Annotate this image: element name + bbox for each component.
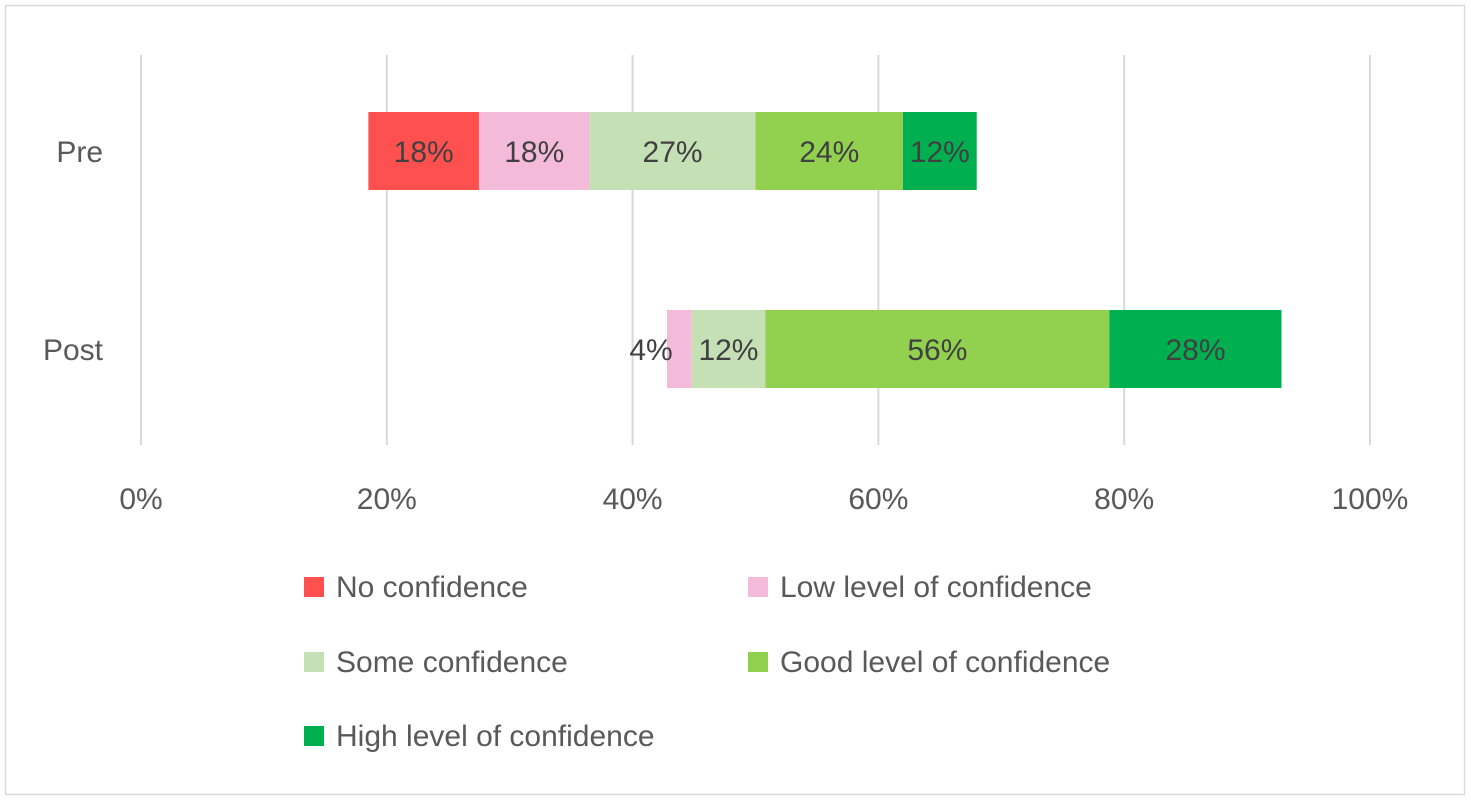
bar-segment — [368, 112, 479, 190]
x-tick-label: 20% — [357, 483, 417, 516]
legend-label: Good level of confidence — [780, 646, 1110, 679]
legend-label: No confidence — [336, 571, 528, 604]
bar-segment — [755, 112, 903, 190]
legend-swatch — [304, 652, 324, 672]
bar-segment — [478, 112, 590, 190]
legend-swatch — [748, 652, 768, 672]
category-label: Pre — [56, 136, 103, 169]
legend-label: Low level of confidence — [780, 571, 1092, 604]
category-label: Post — [43, 334, 104, 367]
data-label: 12% — [698, 334, 758, 367]
x-tick-label: 0% — [119, 483, 162, 516]
bar-segment — [765, 310, 1110, 388]
legend-swatch — [304, 577, 324, 597]
bar-segment — [1109, 310, 1282, 388]
legend-label: High level of confidence — [336, 720, 655, 753]
bar-segment — [902, 112, 977, 190]
legend-swatch — [748, 577, 768, 597]
x-tick-label: 60% — [848, 483, 908, 516]
bar-segment — [691, 310, 766, 388]
data-label: 28% — [1165, 334, 1225, 367]
x-tick-label: 80% — [1094, 483, 1154, 516]
data-label: 18% — [504, 136, 564, 169]
data-label: 24% — [799, 136, 859, 169]
data-label: 27% — [643, 136, 703, 169]
data-label: 4% — [629, 334, 672, 367]
legend-swatch — [304, 726, 324, 746]
legend-label: Some confidence — [336, 646, 568, 679]
x-tick-label: 100% — [1332, 483, 1409, 516]
x-tick-label: 40% — [603, 483, 663, 516]
data-label: 18% — [394, 136, 454, 169]
bar-segment — [589, 112, 756, 190]
data-label: 12% — [910, 136, 970, 169]
data-label: 56% — [907, 334, 967, 367]
bar-segment — [667, 310, 692, 388]
